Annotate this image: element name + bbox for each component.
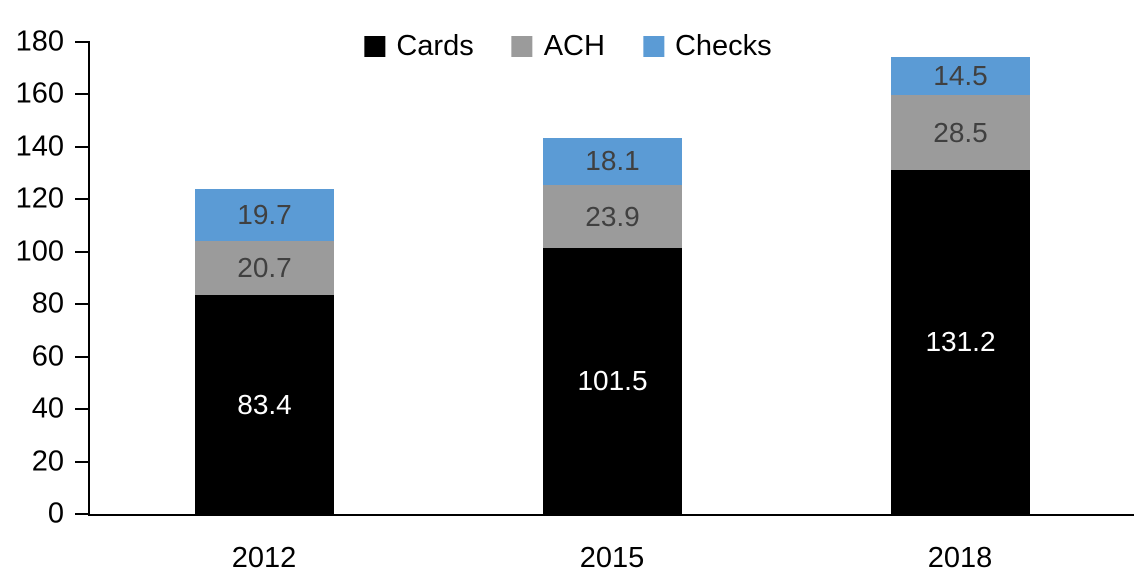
data-label: 23.9 (585, 200, 640, 232)
legend-item-ach: ACH (511, 30, 605, 62)
y-axis-tick (75, 408, 90, 411)
bar-segment-cards-2015: 101.5 (543, 247, 682, 514)
y-axis-tick (75, 198, 90, 201)
legend-swatch-ach (511, 36, 533, 57)
y-axis-tick-label: 120 (15, 182, 64, 215)
bar-segment-ach-2018: 28.5 (891, 95, 1030, 170)
legend-swatch-checks (642, 36, 664, 57)
y-axis-tick-label: 180 (15, 25, 64, 58)
data-label: 19.7 (237, 199, 292, 231)
y-axis-tick (75, 250, 90, 253)
data-label: 28.5 (933, 116, 988, 148)
y-axis-tick-label: 20 (31, 445, 64, 478)
y-axis-tick-label: 40 (31, 392, 64, 425)
bar-segment-ach-2012: 20.7 (195, 241, 334, 296)
y-axis-tick (75, 93, 90, 96)
legend-label: ACH (543, 30, 605, 62)
x-axis-label: 2015 (579, 542, 645, 574)
y-axis-tick (75, 355, 90, 358)
data-label: 83.4 (237, 388, 292, 420)
y-axis-tick-label: 60 (31, 340, 64, 373)
data-label: 131.2 (925, 325, 996, 357)
data-label: 18.1 (585, 145, 640, 177)
legend-label: Checks (674, 30, 772, 62)
legend-label: Cards (396, 30, 474, 62)
bar-segment-checks-2012: 19.7 (195, 189, 334, 242)
x-axis-label: 2018 (927, 542, 993, 574)
bar-segment-cards-2018: 131.2 (891, 169, 1030, 514)
legend-item-cards: Cards (364, 30, 474, 62)
bar-segment-cards-2012: 83.4 (195, 295, 334, 514)
y-axis-tick-label: 100 (15, 235, 64, 268)
legend: Cards ACH Checks (364, 30, 772, 62)
data-label: 14.5 (933, 60, 988, 92)
y-axis-tick (75, 303, 90, 306)
y-axis-tick (75, 460, 90, 463)
bar-segment-checks-2018: 14.5 (891, 57, 1030, 96)
y-axis-tick-label: 160 (15, 77, 64, 110)
legend-swatch-cards (364, 36, 386, 57)
bar-segment-ach-2015: 23.9 (543, 185, 682, 248)
y-axis-tick-label: 80 (31, 287, 64, 320)
legend-item-checks: Checks (642, 30, 772, 62)
data-label: 20.7 (237, 252, 292, 284)
y-axis-tick (75, 145, 90, 148)
y-axis-tick (75, 513, 90, 515)
y-axis-tick (75, 41, 90, 43)
x-axis-label: 2012 (231, 542, 297, 574)
data-label: 101.5 (577, 364, 648, 396)
y-axis-tick-label: 140 (15, 130, 64, 163)
y-axis-tick-label: 0 (47, 497, 64, 530)
bar-segment-checks-2015: 18.1 (543, 137, 682, 186)
plot-area: 0 20 40 60 80 100 120 140 160 180 83.4 20.7 19.7 2012… (16, 27, 1134, 573)
